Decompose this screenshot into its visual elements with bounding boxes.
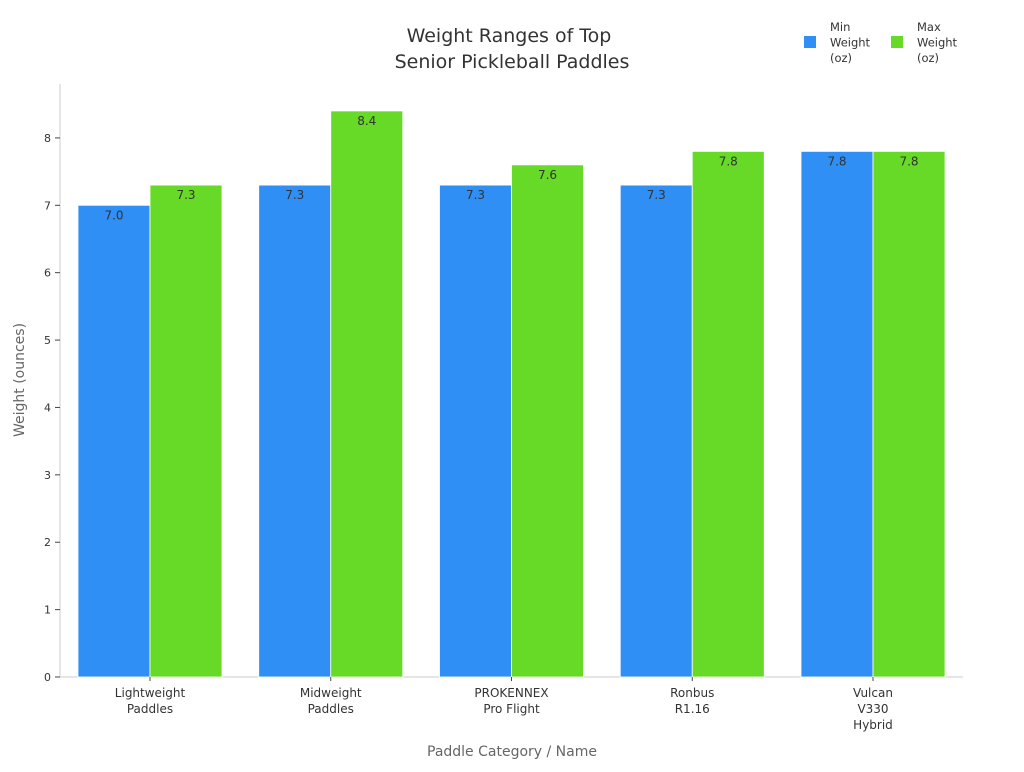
y-tick-label: 7 bbox=[44, 199, 51, 212]
bar-series-2-3 bbox=[511, 164, 584, 678]
chart-title-line-2: Senior Pickleball Paddles bbox=[395, 51, 630, 73]
x-tick-label: Ronbus R1.16 bbox=[670, 686, 714, 716]
legend-label-2: Max Weight (oz) bbox=[917, 20, 958, 65]
bar-series-1-2 bbox=[258, 184, 332, 678]
y-tick-label: 6 bbox=[44, 267, 51, 280]
bar-series-1-1 bbox=[77, 204, 151, 678]
chart-title: Weight Ranges of Top Senior Pickleball P… bbox=[395, 25, 630, 73]
legend: Min Weight (oz) Max Weight (oz) bbox=[804, 20, 958, 65]
bar-series-1-4 bbox=[619, 184, 693, 678]
x-tick-label: PROKENNEX Pro Flight bbox=[474, 686, 548, 716]
legend-swatch-1 bbox=[804, 36, 816, 48]
bar-data-label: 7.8 bbox=[827, 154, 846, 168]
bar-series-2-1 bbox=[149, 184, 223, 678]
x-tick-label: Vulcan V330 Hybrid bbox=[853, 686, 893, 732]
bar-series-1-5 bbox=[800, 150, 874, 678]
bar-data-label: 8.4 bbox=[357, 114, 376, 128]
x-axis-label: Paddle Category / Name bbox=[427, 744, 597, 760]
y-tick-label: 4 bbox=[44, 401, 51, 414]
legend-label-1: Min Weight (oz) bbox=[830, 20, 871, 65]
y-tick-label: 8 bbox=[44, 132, 51, 145]
y-axis-label: Weight (ounces) bbox=[12, 323, 28, 437]
plot-area: 0 1 2 3 4 5 6 7 8 7.0 7.3 Lightweight Paddles 7.3 8.4 M… bbox=[44, 84, 963, 732]
bar-data-label: 7.8 bbox=[899, 154, 918, 168]
y-tick-label: 2 bbox=[44, 536, 51, 549]
y-tick-label: 3 bbox=[44, 469, 51, 482]
legend-swatch-2 bbox=[891, 36, 903, 48]
y-tick-label: 0 bbox=[44, 671, 51, 684]
bar-data-label: 7.3 bbox=[285, 188, 304, 202]
y-tick-label: 1 bbox=[44, 604, 51, 617]
bar-data-label: 7.3 bbox=[176, 188, 195, 202]
bar-series-2-4 bbox=[691, 150, 765, 678]
bar-series-2-2 bbox=[330, 110, 404, 678]
chart-title-line-1: Weight Ranges of Top bbox=[407, 25, 612, 47]
bar-series-2-5 bbox=[872, 150, 946, 678]
bar-data-label: 7.3 bbox=[466, 188, 485, 202]
bar-data-label: 7.6 bbox=[538, 168, 557, 182]
bar-data-label: 7.0 bbox=[104, 208, 123, 222]
bar-data-label: 7.8 bbox=[719, 154, 738, 168]
bar-data-label: 7.3 bbox=[647, 188, 666, 202]
y-tick-label: 5 bbox=[44, 334, 51, 347]
bar-series-1-3 bbox=[439, 184, 512, 678]
x-tick-label: Lightweight Paddles bbox=[115, 686, 186, 716]
x-tick-label: Midweight Paddles bbox=[300, 686, 362, 716]
